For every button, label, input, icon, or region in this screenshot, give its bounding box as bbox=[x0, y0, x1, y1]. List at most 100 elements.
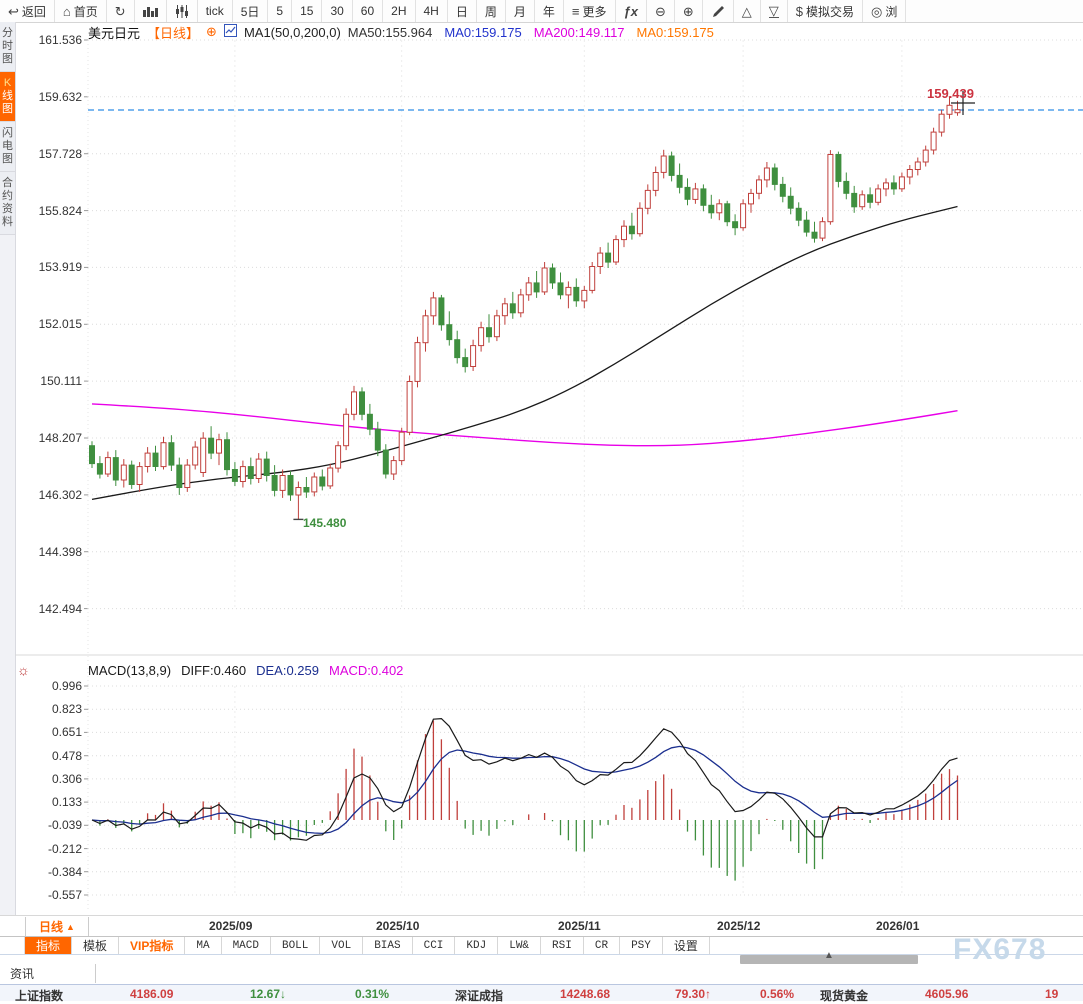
sidebar-item-contract-info[interactable]: 合约资料 bbox=[0, 172, 15, 235]
toolbar-home[interactable]: ⌂ 首页 bbox=[55, 0, 107, 22]
back-icon: ↩ bbox=[8, 3, 19, 19]
macd-ytick-6: -0.039 bbox=[47, 818, 82, 832]
toolbar-min30[interactable]: 30 bbox=[322, 0, 353, 22]
macd-dea-value: DEA:0.259 bbox=[256, 663, 319, 678]
ticker-pct-0: 0.31% bbox=[355, 987, 390, 1001]
toolbar-monthly[interactable]: 月 bbox=[506, 0, 535, 22]
toolbar-min15-label: 15 bbox=[300, 4, 314, 18]
main-ytick-6: 150.111 bbox=[40, 374, 82, 388]
zoom-in-icon: ⊕ bbox=[682, 3, 694, 19]
toolbar-browser[interactable]: ◎ 浏 bbox=[863, 0, 907, 22]
horizontal-scrollbar[interactable]: ▲ bbox=[740, 951, 918, 964]
ticker-change-1: 79.30↑ bbox=[675, 987, 712, 1001]
main-chart[interactable] bbox=[88, 40, 1083, 640]
tab-vol[interactable]: VOL bbox=[320, 937, 364, 954]
toolbar-min60[interactable]: 60 bbox=[353, 0, 384, 22]
ticker-pct-1: 0.56% bbox=[760, 987, 795, 1001]
period-selector[interactable]: 日线 ▲ bbox=[25, 917, 89, 936]
indicator-settings-icon[interactable]: ☼ bbox=[17, 662, 30, 678]
toolbar-volume-style[interactable] bbox=[167, 0, 198, 22]
indicator-tab-bar: 指标 模板 VIP指标 MA MACD BOLL VOL BIAS CCI KDJ LW& RSI CR… bbox=[0, 936, 1083, 955]
toolbar-hour4[interactable]: 4H bbox=[416, 0, 448, 22]
tab-ma[interactable]: MA bbox=[185, 937, 222, 954]
toolbar-min15[interactable]: 15 bbox=[292, 0, 323, 22]
toolbar-min5-label: 5 bbox=[276, 4, 284, 18]
indicator-chart-icon bbox=[223, 24, 237, 40]
triangle-down-icon: ▽ bbox=[768, 3, 779, 18]
dollar-icon: $ bbox=[795, 3, 804, 19]
toolbar-triangle-down[interactable]: ▽ bbox=[761, 0, 788, 22]
tab-lw[interactable]: LW& bbox=[498, 937, 542, 954]
macd-ytick-5: 0.133 bbox=[51, 795, 82, 809]
ticker-change-0: 12.67↓ bbox=[250, 987, 287, 1001]
toolbar-hour2[interactable]: 2H bbox=[383, 0, 416, 22]
pencil-icon bbox=[711, 5, 725, 18]
bar-chart-icon bbox=[142, 5, 158, 17]
ticker-price-2: 4605.96 bbox=[925, 987, 969, 1001]
ma-value-2: MA200:149.117 bbox=[533, 24, 625, 40]
toolbar-sim-trade-label: 模拟交易 bbox=[806, 4, 855, 19]
menu-icon: ≡ bbox=[571, 3, 580, 19]
macd-title: MACD(13,8,9) bbox=[88, 663, 172, 678]
ma-settings: MA1(50,0,200,0) bbox=[243, 24, 341, 40]
tab-bias[interactable]: BIAS bbox=[363, 937, 413, 954]
macd-macd-value: MACD:0.402 bbox=[328, 663, 404, 678]
main-ytick-0: 161.536 bbox=[38, 33, 82, 47]
toolbar-draw[interactable] bbox=[703, 0, 734, 22]
toolbar-yearly[interactable]: 年 bbox=[535, 0, 564, 22]
tab-rsi[interactable]: RSI bbox=[541, 937, 584, 954]
toolbar-weekly[interactable]: 周 bbox=[477, 0, 506, 22]
macd-ytick-8: -0.384 bbox=[47, 865, 82, 879]
toolbar-browser-label: 浏 bbox=[885, 4, 898, 19]
tab-kdj[interactable]: KDJ bbox=[455, 937, 499, 954]
toolbar-back[interactable]: ↩ 返回 bbox=[0, 0, 55, 22]
tab-template[interactable]: 模板 bbox=[72, 937, 120, 954]
main-ytick-10: 142.494 bbox=[38, 602, 82, 616]
toolbar-zoom-in[interactable]: ⊕ bbox=[675, 0, 703, 22]
tab-vip-indicator[interactable]: VIP指标 bbox=[119, 937, 186, 954]
x-axis-label-2: 2025/11 bbox=[558, 919, 601, 933]
triangle-up-icon: △ bbox=[741, 3, 752, 19]
toolbar-min5[interactable]: 5 bbox=[268, 0, 293, 22]
expand-icon[interactable]: ⊕ bbox=[206, 24, 217, 39]
period-selector-label: 日线 bbox=[39, 920, 64, 934]
toolbar-tick[interactable]: tick bbox=[198, 0, 233, 22]
toolbar-back-label: 返回 bbox=[21, 4, 46, 19]
tab-boll[interactable]: BOLL bbox=[271, 937, 321, 954]
toolbar-sim-trade[interactable]: $ 模拟交易 bbox=[788, 0, 864, 22]
sidebar-item-time-chart[interactable]: 分时图 bbox=[0, 22, 15, 72]
toolbar-triangle-up[interactable]: △ bbox=[734, 0, 761, 22]
target-icon: ◎ bbox=[871, 3, 883, 19]
toolbar-five-day[interactable]: 5日 bbox=[233, 0, 269, 22]
news-tab[interactable]: 资讯 bbox=[0, 964, 96, 983]
home-icon: ⌂ bbox=[62, 3, 71, 19]
toolbar-zoom-out[interactable]: ⊖ bbox=[647, 0, 675, 22]
tab-macd[interactable]: MACD bbox=[222, 937, 271, 954]
main-ytick-9: 144.398 bbox=[38, 545, 82, 559]
ma-values: MA50:155.964 MA0:159.175 MA200:149.117 MA0:… bbox=[348, 25, 714, 40]
x-axis-label-0: 2025/09 bbox=[209, 919, 253, 933]
chevron-up-icon: ▲ bbox=[66, 921, 75, 932]
tab-cr[interactable]: CR bbox=[584, 937, 621, 954]
main-ytick-2: 157.728 bbox=[38, 147, 82, 161]
symbol-name: 美元日元 bbox=[88, 25, 141, 41]
tab-cci[interactable]: CCI bbox=[413, 937, 456, 954]
toolbar-refresh[interactable]: ↻ bbox=[107, 0, 135, 22]
tab-indicator[interactable]: 指标 bbox=[25, 937, 73, 954]
low-price-label: 145.480 bbox=[303, 516, 347, 530]
toolbar-formula[interactable]: ƒx bbox=[616, 0, 647, 22]
toolbar-more-label: 更多 bbox=[582, 4, 607, 19]
tab-settings[interactable]: 设置 bbox=[663, 937, 710, 954]
macd-ytick-7: -0.212 bbox=[47, 842, 82, 856]
toolbar-min60-label: 60 bbox=[360, 4, 375, 18]
toolbar-more[interactable]: ≡ 更多 bbox=[564, 0, 616, 22]
sidebar-item-lightning-chart[interactable]: 闪电图 bbox=[0, 122, 15, 172]
toolbar-bar-chart[interactable] bbox=[135, 0, 167, 22]
chart-header: 美元日元 【日线】 ⊕ MA1(50,0,200,0) MA50:155.964… bbox=[88, 24, 714, 41]
toolbar-daily[interactable]: 日 bbox=[448, 0, 477, 22]
top-toolbar: ↩ 返回 ⌂ 首页 ↻ tick 5日 5 15 30 60 2H 4H 日周月年 ≡ 更多 ƒx ⊖ ⊕ △ ▽ $ 模拟… bbox=[0, 0, 1083, 23]
tab-psy[interactable]: PSY bbox=[620, 937, 663, 954]
